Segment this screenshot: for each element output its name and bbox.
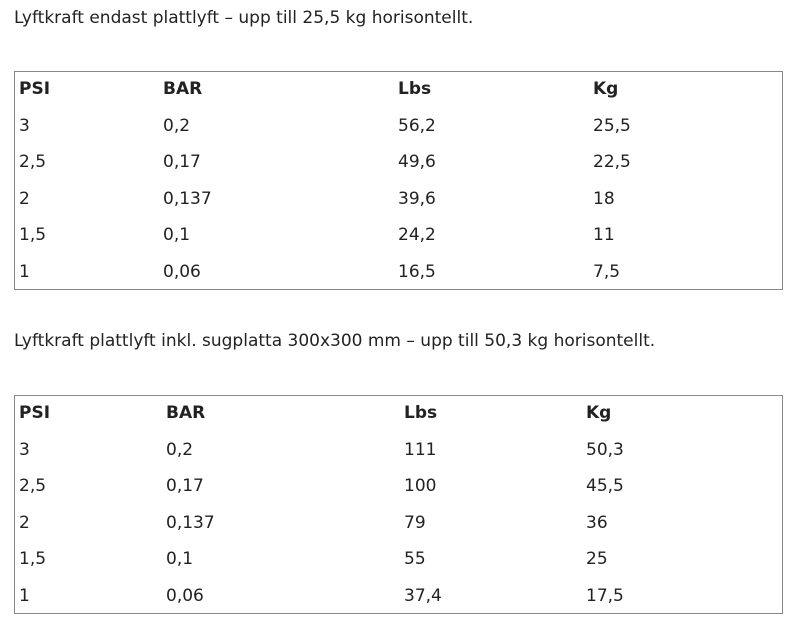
- table-cell: 111: [404, 440, 437, 460]
- column-header: PSI: [19, 79, 51, 99]
- table-cell: 0,1: [166, 549, 194, 570]
- table-cell: 25: [586, 549, 608, 570]
- column-header: BAR: [166, 403, 206, 423]
- column-header: PSI: [19, 403, 51, 423]
- table-cell: 2: [19, 188, 30, 209]
- table-cell: 0,137: [163, 188, 212, 209]
- table-cell: 100: [404, 476, 437, 497]
- table-cell: 17,5: [586, 585, 624, 606]
- table-cell: 49,6: [398, 152, 436, 173]
- column-header: Kg: [586, 403, 612, 423]
- section-heading: Lyftkraft plattlyft inkl. sugplatta 300x…: [14, 331, 656, 351]
- table-cell: 11: [593, 225, 615, 246]
- table-cell: 0,06: [166, 585, 204, 606]
- table-cell: 1,5: [19, 549, 47, 570]
- table-cell: 3: [19, 440, 30, 460]
- table: PSI BAR Lbs Kg 3 0,2 111 50,3 2,5 0,17 100 45,5 2 0,1…: [14, 395, 783, 614]
- table-cell: 55: [404, 549, 426, 570]
- table-cell: 0,17: [163, 152, 201, 173]
- table-cell: 56,2: [398, 116, 436, 136]
- table-cell: 37,4: [404, 585, 442, 606]
- section-heading: Lyftkraft endast plattlyft – upp till 25…: [14, 8, 474, 28]
- table-cell: 0,2: [166, 440, 194, 460]
- table-cell: 0,17: [166, 476, 204, 497]
- table-cell: 39,6: [398, 188, 436, 209]
- table-cell: 1,5: [19, 225, 47, 246]
- table-cell: 25,5: [593, 116, 631, 136]
- table-cell: 1: [19, 261, 30, 282]
- table: PSI BAR Lbs Kg 3 0,2 56,2 25,5 2,5 0,17 49,6 22,5 2 0…: [14, 71, 783, 290]
- table-cell: 7,5: [593, 261, 621, 282]
- table-cell: 18: [593, 188, 615, 209]
- table-cell: 2: [19, 512, 30, 533]
- table-cell: 2,5: [19, 152, 47, 173]
- table-cell: 0,06: [163, 261, 201, 282]
- table-cell: 0,137: [166, 512, 215, 533]
- table-cell: 2,5: [19, 476, 47, 497]
- table-cell: 24,2: [398, 225, 436, 246]
- table-cell: 1: [19, 585, 30, 606]
- table-cell: 79: [404, 512, 426, 533]
- column-header: Lbs: [398, 79, 432, 99]
- table-cell: 36: [586, 512, 608, 533]
- table-cell: 16,5: [398, 261, 436, 282]
- column-header: Lbs: [404, 403, 438, 423]
- table-cell: 0,1: [163, 225, 191, 246]
- column-header: Kg: [593, 79, 619, 99]
- table-cell: 0,2: [163, 116, 191, 136]
- table-cell: 3: [19, 116, 30, 136]
- column-header: BAR: [163, 79, 203, 99]
- table-cell: 22,5: [593, 152, 631, 173]
- table-cell: 45,5: [586, 476, 624, 497]
- table-cell: 50,3: [586, 440, 624, 460]
